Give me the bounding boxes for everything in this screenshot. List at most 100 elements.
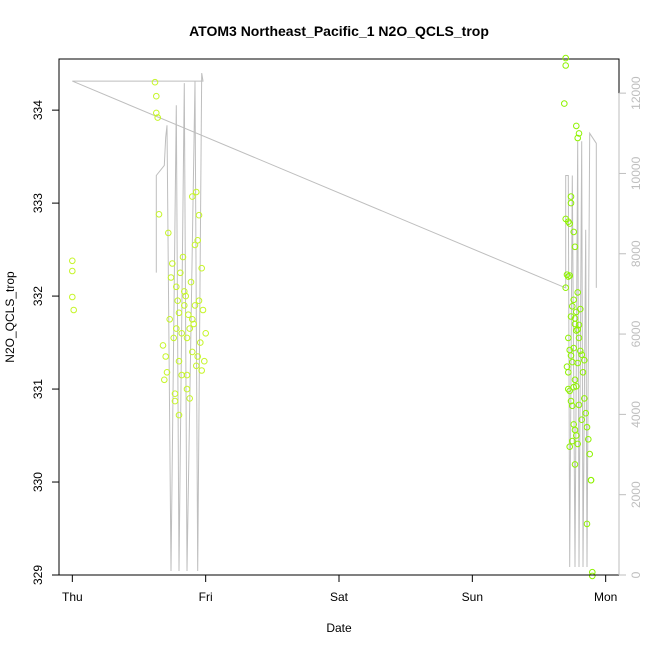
scatter-point — [171, 397, 179, 405]
scatter-point — [562, 54, 570, 62]
scatter-point — [170, 334, 177, 342]
scatter-point — [169, 260, 176, 267]
y2-tick-label: 6000 — [629, 320, 643, 347]
scatter-point — [566, 443, 574, 451]
y2-tick-label: 12000 — [629, 76, 643, 110]
scatter-point — [569, 437, 576, 445]
scatter-point — [181, 302, 188, 309]
scatter-point — [193, 188, 200, 196]
scatter-point — [195, 297, 203, 305]
scatter-point — [186, 395, 193, 402]
scatter-point — [186, 325, 193, 332]
scatter-point — [571, 376, 579, 384]
scatter-point — [575, 321, 583, 329]
scatter-point — [69, 267, 76, 275]
scatter-point — [565, 385, 572, 393]
y2-tick-label: 4000 — [629, 401, 643, 428]
scatter-point — [185, 311, 192, 319]
scatter-point — [175, 411, 183, 419]
scatter-point — [202, 330, 209, 337]
scatter-point — [567, 397, 575, 405]
scatter-point — [171, 390, 179, 398]
scatter-point — [569, 303, 576, 310]
scatter-point — [574, 326, 582, 333]
scatter-point — [153, 92, 160, 100]
scatter-point — [573, 122, 580, 130]
y-axis: 329 330 331 332 333 334 — [31, 100, 60, 585]
scatter-point — [70, 306, 77, 314]
scatter-point — [585, 436, 592, 443]
scatter-point — [574, 134, 582, 142]
y-tick-label: 334 — [31, 100, 45, 120]
scatter-point — [189, 348, 196, 356]
scatter-point — [561, 100, 568, 107]
scatter-point — [569, 358, 576, 366]
scatter-point — [565, 369, 572, 376]
scatter-point — [565, 334, 572, 342]
scatter-point — [570, 296, 578, 304]
scatter-point — [562, 284, 570, 292]
scatter-point — [175, 357, 183, 365]
scatter-point — [566, 272, 574, 279]
scatter-point — [587, 476, 595, 484]
y-tick-label: 331 — [31, 379, 45, 399]
scatter-point — [574, 289, 582, 296]
scatter-point — [195, 211, 203, 219]
scatter-point — [166, 316, 173, 323]
scatter-point — [571, 426, 579, 434]
scatter-point — [563, 271, 571, 279]
scatter-point — [562, 62, 570, 69]
scatter-point — [567, 352, 575, 359]
scatter-point — [583, 423, 591, 431]
scatter-point — [161, 376, 168, 384]
scatter-point — [565, 273, 572, 280]
scatter-point — [583, 520, 591, 528]
scatter-point — [199, 306, 207, 314]
chart-title: ATOM3 Northeast_Pacific_1 N2O_QCLS_trop — [189, 23, 489, 39]
scatter-point — [174, 297, 181, 305]
points-layer — [69, 54, 596, 580]
scatter-point — [575, 401, 583, 409]
x-axis-label: Date — [326, 621, 352, 635]
scatter-point — [570, 228, 578, 236]
scatter-point — [187, 278, 195, 286]
scatter-point — [154, 114, 161, 121]
x-tick-label: Sun — [462, 590, 483, 604]
y2-tick-label: 2000 — [629, 481, 643, 508]
y-axis-label: N2O_QCLS_trop — [3, 271, 17, 363]
plot-frame — [58, 58, 620, 576]
scatter-point — [163, 369, 171, 376]
scatter-point — [574, 440, 582, 448]
scatter-point — [567, 199, 575, 207]
y-tick-label: 329 — [31, 565, 45, 585]
scatter-point — [162, 353, 169, 360]
scatter-point — [571, 461, 579, 468]
y-tick-label: 333 — [31, 193, 45, 213]
scatter-point — [191, 302, 199, 309]
y2-tick-label: 0 — [629, 571, 643, 578]
scatter-point — [586, 450, 594, 458]
scatter-point — [173, 325, 180, 332]
scatter-point — [183, 385, 191, 393]
y-tick-label: 332 — [31, 286, 45, 306]
scatter-point — [193, 362, 200, 370]
scatter-point — [177, 269, 184, 277]
scatter-point — [153, 109, 160, 117]
scatter-point — [570, 344, 578, 352]
scatter-point — [183, 371, 191, 379]
scatter-point — [194, 237, 201, 244]
scatter-point — [155, 211, 163, 218]
scatter-point — [571, 243, 579, 251]
scatter-point — [575, 130, 583, 137]
altitude-line-layer — [72, 73, 597, 572]
scatter-point — [179, 253, 187, 261]
scatter-point — [565, 218, 572, 225]
scatter-point — [570, 383, 578, 391]
scatter-point — [182, 292, 189, 300]
y2-tick-label: 8000 — [629, 240, 643, 267]
scatter-point — [571, 320, 579, 328]
scatter-point — [198, 264, 205, 272]
scatter-point — [582, 409, 590, 417]
scatter-point — [578, 351, 586, 359]
